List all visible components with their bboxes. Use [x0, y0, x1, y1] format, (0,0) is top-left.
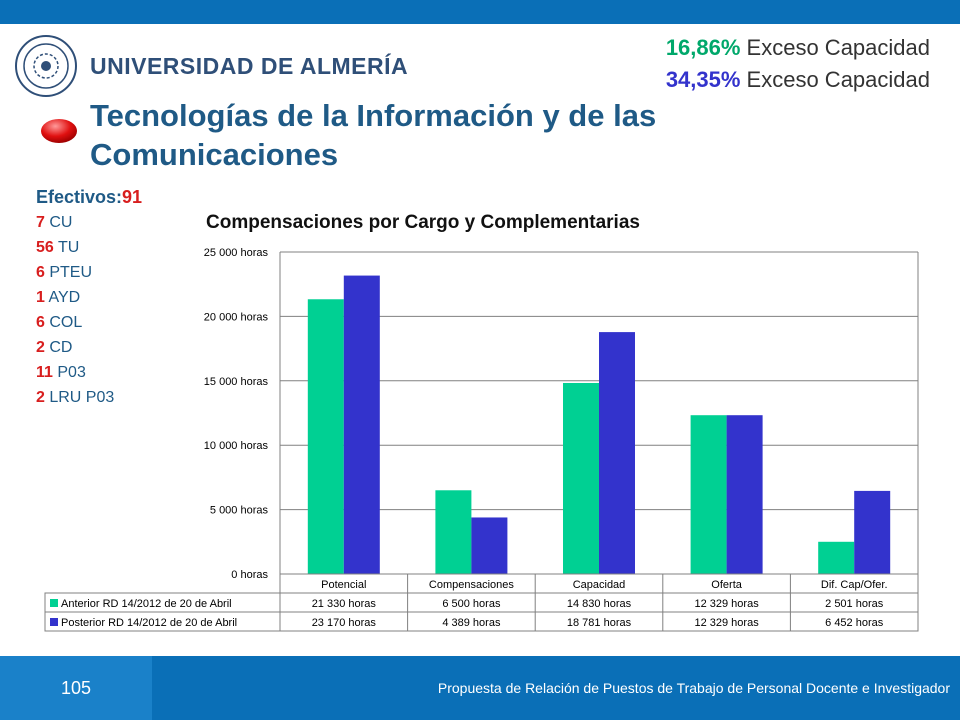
legend-label: Anterior RD 14/2012 de 20 de Abril [61, 598, 232, 610]
data-label: 6 500 horas [442, 598, 501, 610]
university-name: UNIVERSIDAD DE ALMERÍA [90, 53, 409, 79]
staff-header: Efectivos:91 [36, 187, 142, 208]
bar-chart: 0 horas 5 000 horas 10 000 horas 15 000 hor… [44, 247, 919, 632]
excess-capacity-1: 16,86% Exceso Capacidad [666, 35, 930, 61]
legend-swatch [50, 618, 58, 626]
bar [818, 541, 855, 574]
x-category-label: Capacidad [573, 579, 626, 591]
footer-bar: 105 Propuesta de Relación de Puestos de … [0, 656, 960, 720]
red-bullet-icon [41, 119, 77, 143]
data-label: 21 330 horas [312, 598, 377, 610]
bar [307, 299, 344, 574]
staff-category: AYD [44, 289, 81, 306]
staff-count: 6 [36, 264, 45, 281]
x-category-label: Dif. Cap/Ofer. [821, 579, 888, 591]
staff-row: 2 CD [36, 339, 142, 364]
staff-category: CU [44, 214, 73, 231]
page-number-box: 105 [0, 656, 152, 720]
legend-label: Posterior RD 14/2012 de 20 de Abril [61, 617, 237, 629]
data-label: 18 781 horas [567, 617, 632, 629]
staff-category: COL [44, 314, 83, 331]
staff-label: Efectivos: [36, 187, 123, 207]
y-tick-label: 0 horas [231, 569, 268, 581]
staff-count: 7 [36, 214, 45, 231]
data-label: 6 452 horas [825, 617, 884, 629]
bar [726, 415, 763, 574]
bar [435, 490, 472, 574]
staff-list: Efectivos:91 7 CU 56 TU 6 PTEU 1 AYD 6 C… [36, 187, 142, 414]
data-label: 12 329 horas [694, 598, 759, 610]
bar [599, 332, 635, 574]
footer-text: Propuesta de Relación de Puestos de Trab… [437, 680, 950, 696]
staff-row: 1 AYD [36, 289, 142, 314]
y-tick-label: 25 000 horas [204, 247, 269, 259]
bar [563, 382, 599, 574]
page-number: 105 [60, 678, 92, 698]
staff-row: 6 PTEU [36, 264, 142, 289]
staff-count: 1 [36, 289, 45, 306]
excess-capacity-2: 34,35% Exceso Capacidad [666, 67, 930, 93]
x-category-label: Oferta [711, 579, 742, 591]
bar [343, 275, 380, 574]
staff-category: P03 [52, 364, 86, 381]
excess-pct-2: 34,35% [665, 67, 741, 92]
staff-category: PTEU [44, 264, 93, 281]
bar [854, 490, 891, 574]
staff-row: 56 TU [36, 239, 142, 264]
staff-count: 56 [36, 239, 54, 256]
staff-category: CD [44, 339, 73, 356]
bar [690, 415, 727, 574]
y-tick-label: 15 000 horas [204, 376, 269, 388]
chart-title: Compensaciones por Cargo y Complementari… [206, 212, 640, 233]
data-label: 23 170 horas [312, 617, 377, 629]
excess-label-2: Exceso Capacidad [740, 67, 930, 92]
y-tick-label: 5 000 horas [210, 505, 269, 517]
bar [471, 517, 508, 574]
page-title: Tecnologías de la Información y de las C… [90, 98, 657, 172]
staff-count: 2 [36, 339, 45, 356]
x-category-label: Potencial [321, 579, 366, 591]
staff-total: 91 [122, 187, 143, 207]
staff-row: 11 P03 [36, 364, 142, 389]
excess-label-1: Exceso Capacidad [740, 35, 930, 60]
legend-swatch [50, 599, 58, 607]
data-label: 2 501 horas [825, 598, 884, 610]
data-label: 14 830 horas [567, 598, 632, 610]
staff-category: TU [53, 239, 80, 256]
staff-row: 2 LRU P03 [36, 389, 142, 414]
y-tick-label: 20 000 horas [204, 311, 269, 323]
x-category-label: Compensaciones [429, 579, 514, 591]
university-seal-icon [15, 35, 77, 97]
staff-count: 11 [36, 364, 53, 381]
data-label: 12 329 horas [694, 617, 759, 629]
top-bar [0, 0, 960, 24]
data-label: 4 389 horas [442, 617, 501, 629]
staff-row: 7 CU [36, 214, 142, 239]
staff-count: 2 [36, 389, 45, 406]
excess-pct-1: 16,86% [665, 35, 741, 60]
staff-row: 6 COL [36, 314, 142, 339]
staff-count: 6 [36, 314, 45, 331]
y-tick-label: 10 000 horas [204, 440, 269, 452]
staff-category: LRU P03 [44, 389, 115, 406]
